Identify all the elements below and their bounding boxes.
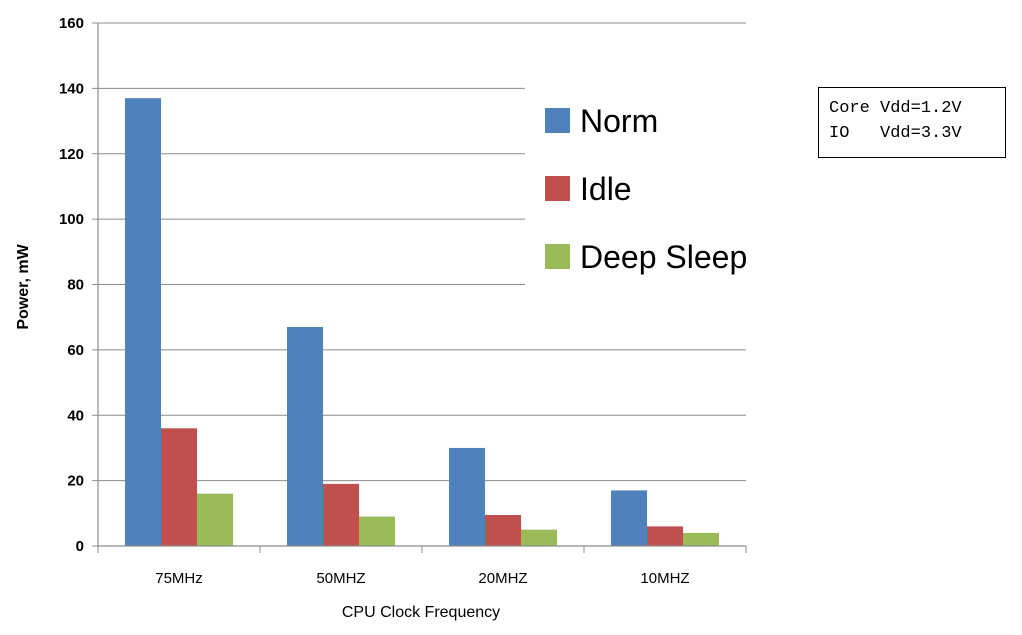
bar-idle: [161, 428, 197, 546]
y-tick-label: 140: [59, 80, 84, 97]
legend-label: Idle: [580, 171, 632, 207]
legend-swatch: [545, 244, 570, 269]
y-tick-label: 80: [67, 277, 84, 294]
y-axis-title: Power, mW: [15, 243, 32, 329]
y-tick-labels: 0 20 40 60 80 100 120 140 160: [59, 15, 84, 555]
x-tick-label: 20MHZ: [478, 570, 527, 587]
bar-deep-sleep: [683, 532, 719, 546]
x-axis-title: CPU Clock Frequency: [342, 604, 500, 621]
bar-idle: [323, 483, 359, 546]
bar-norm: [611, 490, 647, 546]
y-tick-label: 0: [76, 538, 84, 555]
bar-norm: [449, 447, 485, 546]
axes: [97, 23, 747, 553]
voltage-annotation-box: Core Vdd=1.2V IO Vdd=3.3V: [818, 87, 1006, 158]
bar-deep-sleep: [197, 493, 233, 546]
y-tick-label: 120: [59, 146, 84, 163]
y-tick-label: 20: [67, 473, 84, 490]
bar-norm: [287, 326, 323, 546]
legend: Norm Idle Deep Sleep: [525, 83, 756, 298]
legend-swatch: [545, 176, 570, 201]
annotation-line-core: Core Vdd=1.2V: [829, 99, 962, 118]
x-tick-label: 75MHz: [155, 570, 203, 587]
legend-label: Deep Sleep: [580, 239, 747, 275]
legend-label: Norm: [580, 103, 658, 139]
x-tick-label: 10MHZ: [640, 570, 689, 587]
y-tick-label: 100: [59, 211, 84, 228]
y-tick-label: 60: [67, 342, 84, 359]
x-tick-label: 50MHZ: [316, 570, 365, 587]
bar-deep-sleep: [521, 529, 557, 546]
bar-norm: [125, 98, 161, 547]
bar-idle: [647, 526, 683, 546]
y-tick-label: 160: [59, 15, 84, 32]
x-tick-labels: 75MHz 50MHZ 20MHZ 10MHZ: [155, 570, 689, 587]
y-tick-label: 40: [67, 407, 84, 424]
bars: [125, 98, 719, 547]
bar-idle: [485, 514, 521, 546]
annotation-line-io: IO Vdd=3.3V: [829, 124, 962, 143]
legend-swatch: [545, 108, 570, 133]
bar-deep-sleep: [359, 516, 395, 546]
